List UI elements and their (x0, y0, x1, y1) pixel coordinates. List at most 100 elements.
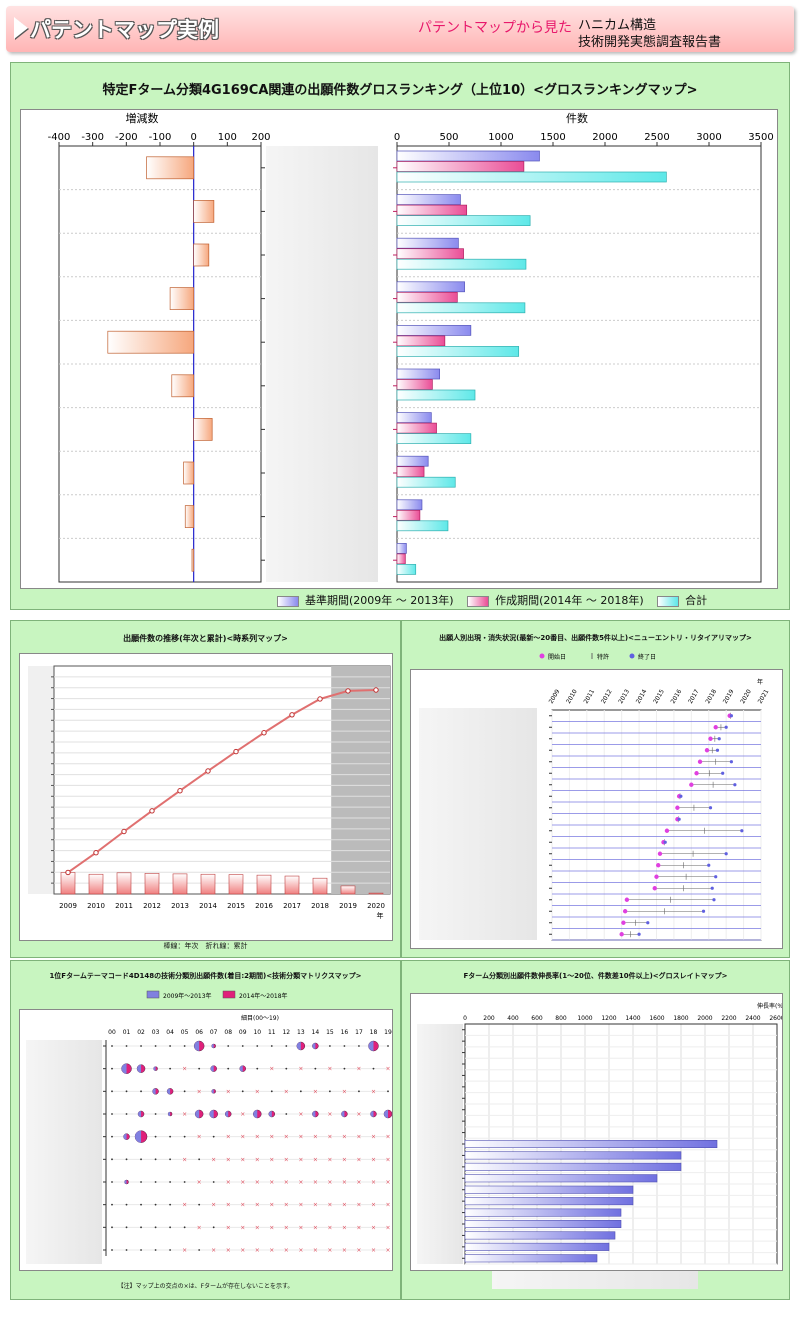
mx-dot (154, 1203, 157, 1206)
mx-col-label: 16 (341, 1029, 349, 1036)
mx-cross-mark: × (226, 1202, 231, 1209)
mx-dot (169, 1135, 172, 1138)
mx-dot (183, 1181, 186, 1183)
ne-start-marker (713, 725, 718, 730)
ts-cumulative-point (317, 696, 323, 702)
ne-start-marker (708, 736, 713, 741)
mx-bubble-period1 (296, 1042, 301, 1050)
ts-x-tick-label: 2018 (311, 902, 329, 910)
mx-cross-mark: × (284, 1179, 289, 1186)
mx-cross-mark: × (255, 1179, 260, 1186)
gr-bar (464, 1254, 598, 1263)
delta-tick-label: 100 (218, 132, 237, 143)
gr-tick-label: 1000 (577, 1015, 592, 1022)
ts-cumulative-point (65, 869, 71, 876)
ne-end-marker (729, 714, 733, 718)
growth-chart: 伸長率(%) 0 200 400 600 800 1000 1200 1400 1600 1800 2… (462, 1002, 782, 1265)
gr-bar (464, 1219, 622, 1229)
mx-col-label: 04 (166, 1029, 174, 1036)
mx-bubble-period1 (135, 1130, 142, 1143)
mx-col-label: 09 (239, 1029, 247, 1036)
mx-cross-mark: × (371, 1088, 376, 1095)
total-bar (396, 258, 527, 270)
mx-bubble-period1 (137, 1064, 142, 1073)
ne-start-marker (657, 851, 663, 856)
ne-end-marker (733, 783, 737, 787)
recent-bar (396, 291, 458, 303)
newentry-chart-area: 2009 2010 2011 2012 2013 2014 2015 2016 2017 2018… (410, 669, 783, 949)
mx-dot (183, 1045, 186, 1047)
mx-bubble-period1 (253, 1110, 258, 1118)
mx-cross-mark: × (356, 1156, 361, 1163)
gr-bar (464, 1197, 634, 1206)
mx-dot (241, 1090, 244, 1093)
mx-dot (387, 1045, 389, 1047)
ts-cumulative-point (149, 808, 155, 814)
count-tick-label: 2500 (644, 132, 669, 143)
mx-bubble-period1 (312, 1111, 316, 1117)
delta-tick-label: -200 (115, 132, 138, 143)
mx-dot (270, 1090, 273, 1093)
mx-dot (387, 1090, 389, 1093)
mx-dot (111, 1135, 113, 1138)
mx-cross-mark: × (385, 1134, 390, 1141)
ts-annual-bar (256, 874, 272, 895)
gr-tick-label: 400 (507, 1015, 519, 1022)
ts-x-tick-label: 2009 (59, 902, 77, 910)
mx-col-label: 13 (297, 1029, 305, 1036)
mx-cross-mark: × (284, 1088, 289, 1095)
matrix-title: 1位Fタームテーマコード4D148の技術分類別出願件数(着目:2期間)<技術分類… (49, 972, 362, 980)
base-bar (396, 499, 423, 511)
recent-bar (396, 248, 464, 260)
ts-annual-bar (116, 872, 132, 895)
ne-start-marker (652, 886, 657, 891)
mx-cross-mark: × (313, 1202, 318, 1209)
mx-bubble-period1 (168, 1112, 171, 1116)
mx-dot (198, 1067, 201, 1070)
mx-cross-mark: × (284, 1247, 289, 1254)
ts-x-tick-label: 2016 (255, 902, 273, 910)
ne-x-tick-label: 2020 (739, 688, 753, 705)
mx-cross-mark: × (197, 1134, 202, 1141)
base-bar (396, 368, 440, 380)
mx-dot (140, 1045, 142, 1047)
mx-dot (140, 1249, 142, 1251)
recent-bar (396, 335, 446, 347)
mx-bubble-period1 (121, 1063, 127, 1074)
ts-cumulative-point (289, 712, 295, 718)
growth-panel: Fターム分類別出願件数伸長率(1～20位、件数差10件以上)<グロスレイトマップ… (401, 960, 790, 1300)
ts-annual-bar (60, 872, 76, 895)
recent-bar (396, 553, 406, 565)
growth-label-placeholder (417, 1024, 463, 1264)
mx-cross-mark: × (298, 1066, 303, 1073)
base-bar (396, 455, 429, 467)
legend-swatch-recent (467, 595, 490, 607)
mx-cross-mark: × (313, 1088, 318, 1095)
mx-dot (285, 1067, 288, 1070)
mx-cross-mark: × (385, 1156, 390, 1163)
ne-end-marker (637, 932, 641, 936)
mx-cross-mark: × (182, 1247, 187, 1254)
ts-cumulative-point (233, 748, 239, 755)
mx-bubble-period1 (239, 1065, 243, 1072)
count-tick-label: 500 (439, 132, 458, 143)
ne-end-marker (724, 852, 728, 856)
mx-dot (169, 1067, 172, 1070)
mx-cross-mark: × (211, 1202, 216, 1209)
mx-dot (198, 1158, 201, 1161)
ne-end-marker (646, 921, 650, 925)
mx-bubble-period1 (210, 1065, 214, 1072)
timeseries-chart-area: 2009 2010 2011 2012 2013 2014 2015 2016 2017 2018… (19, 653, 393, 941)
mx-col-label: 01 (123, 1029, 131, 1036)
total-bar (396, 389, 476, 401)
base-bar (396, 543, 407, 554)
mx-cross-mark: × (240, 1179, 245, 1186)
header-org-line2: 技術開発実態調査報告書 (578, 35, 722, 50)
gr-tick-label: 1800 (673, 1015, 688, 1022)
mx-dot (111, 1067, 113, 1070)
mx-col-label: 03 (152, 1029, 160, 1036)
mx-cross-mark: × (342, 1156, 347, 1163)
ne-x-tick-label: 2010 (565, 688, 579, 705)
gr-tick-label: 200 (483, 1015, 495, 1022)
mx-bubble-period1 (195, 1110, 200, 1118)
